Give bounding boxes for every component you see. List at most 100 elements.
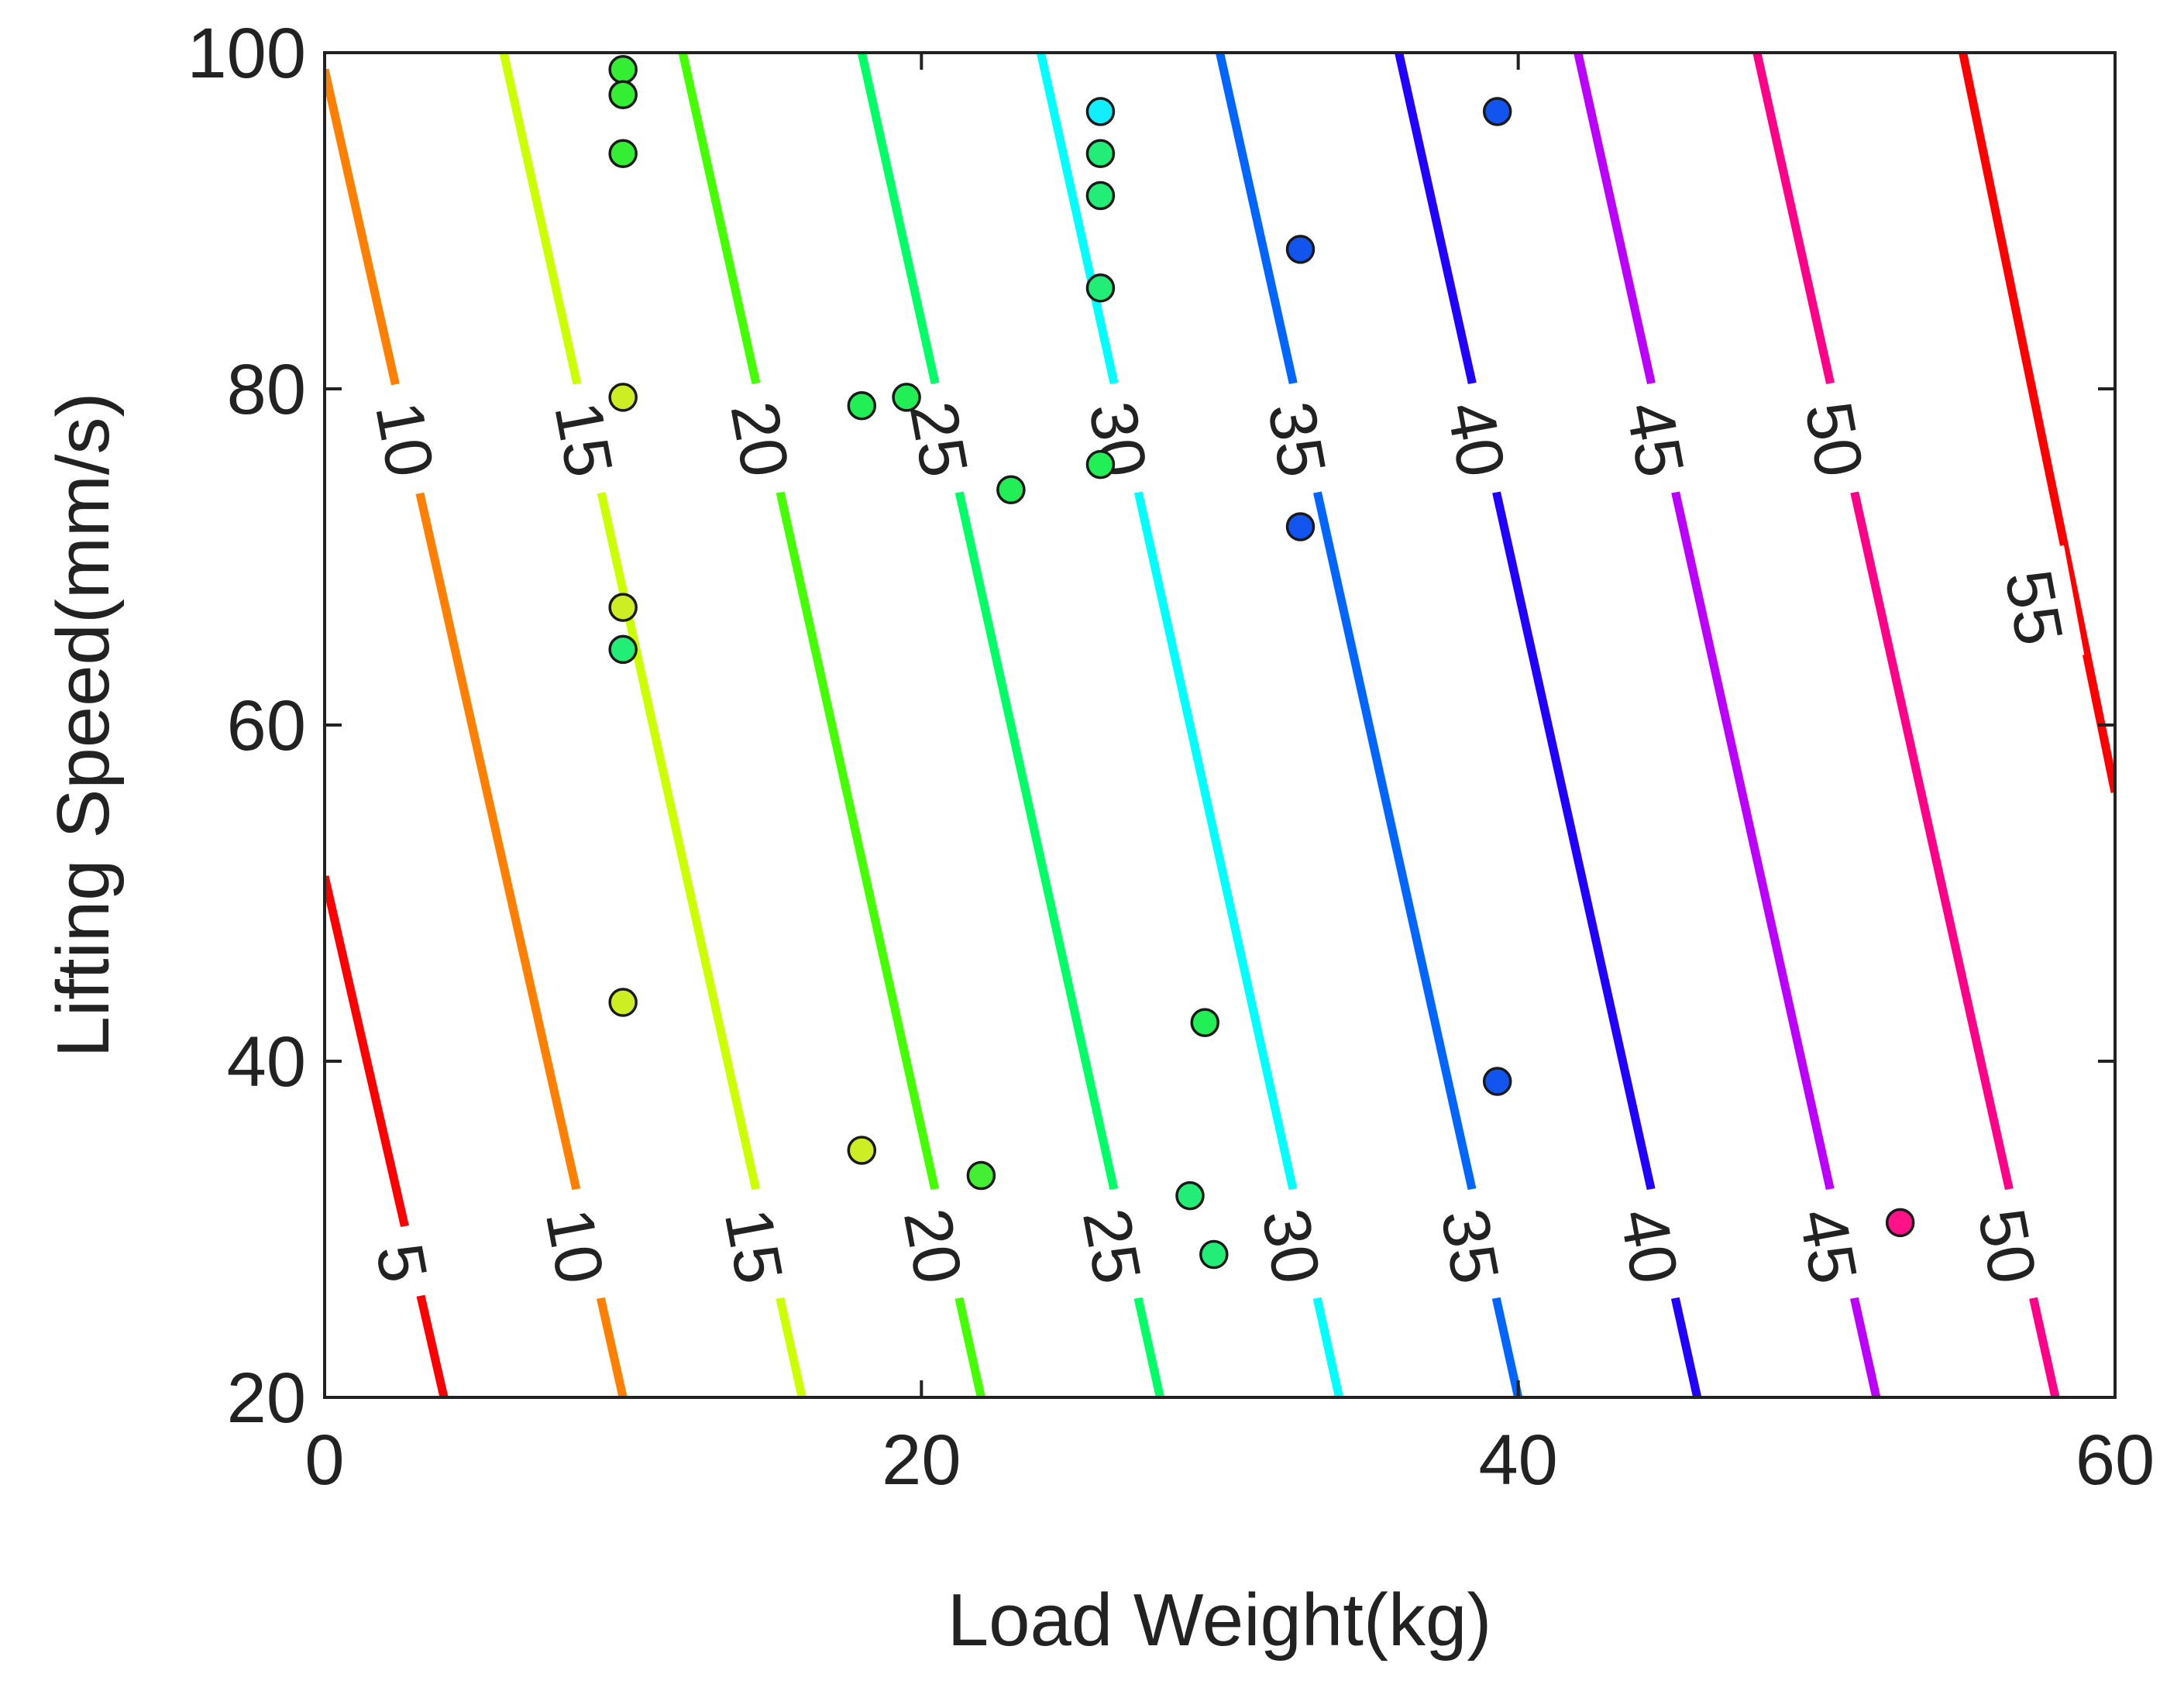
contour-line-55: [1959, 53, 2115, 793]
contour-label-gap: [1062, 1184, 1163, 1308]
contour-label-group-18: 45: [1778, 1184, 1879, 1308]
data-point: [892, 383, 921, 412]
contour-label-group-13: 20: [883, 1184, 983, 1308]
data-point: [608, 634, 638, 665]
data-point: [1190, 1008, 1219, 1037]
data-point: [1085, 180, 1116, 211]
contour-label-group-1: 15: [534, 376, 635, 502]
data-point: [608, 383, 638, 412]
contour-label-group-7: 45: [1605, 376, 1706, 502]
contour-label-group-2: 20: [710, 376, 810, 502]
contour-label: 45: [1784, 1203, 1871, 1290]
x-tick-label: 20: [882, 1421, 961, 1500]
contour-label-group-5: 35: [1247, 376, 1347, 502]
data-point: [1199, 1239, 1229, 1270]
contour-label: 15: [710, 1203, 797, 1290]
data-point: [1285, 512, 1316, 541]
contour-label-gap: [1599, 1184, 1700, 1308]
contour-label: 20: [716, 397, 803, 483]
y-tick-label: 100: [187, 14, 307, 93]
contour-label: 50: [1790, 397, 1877, 483]
contour-label: 10: [531, 1203, 618, 1290]
data-point: [996, 475, 1026, 504]
data-point: [608, 593, 638, 622]
data-point: [1885, 1208, 1915, 1238]
data-point: [608, 80, 638, 109]
contour-line-20: [678, 53, 985, 1397]
contour-label: 40: [1605, 1203, 1692, 1290]
contour-label: 55: [1990, 565, 2077, 651]
contour-line-10: [325, 68, 628, 1397]
contour-label-group-15: 30: [1241, 1184, 1342, 1308]
contour-label-gap: [356, 1220, 449, 1306]
contour-label-group-9: 55: [1984, 545, 2085, 670]
x-tick-label: 60: [2076, 1421, 2155, 1500]
contour-line-35: [1216, 53, 1523, 1397]
data-point: [608, 54, 638, 84]
contour-line-50: [1752, 53, 2060, 1397]
contour-label: 10: [361, 397, 448, 483]
contour-label-group-19: 50: [1958, 1184, 2058, 1308]
data-point: [1085, 449, 1116, 479]
contour-label-gap: [355, 376, 456, 502]
contour-label-gap: [1241, 1184, 1342, 1308]
contour-line-15: [499, 53, 807, 1397]
contour-lines-group: [325, 53, 2115, 1397]
x-axis-label: Load Weight(kg): [948, 1579, 1492, 1662]
data-point: [1175, 1181, 1205, 1211]
contour-label-gap: [1420, 1184, 1521, 1308]
data-point: [966, 1160, 996, 1191]
contour-label: 30: [1247, 1203, 1334, 1290]
contour-line-40: [1395, 53, 1702, 1397]
contour-label: 50: [1963, 1203, 2050, 1290]
contour-label-gap: [883, 1184, 983, 1308]
contour-label: 25: [1068, 1203, 1155, 1290]
data-point: [1285, 235, 1316, 264]
data-point: [1482, 1067, 1512, 1096]
y-axis-label: Lifting Speed(mm/s): [42, 393, 125, 1058]
y-tick-label: 80: [227, 350, 306, 429]
contour-label-gap: [1778, 1184, 1879, 1308]
x-tick-label: 0: [304, 1421, 344, 1500]
contour-label-group-16: 35: [1420, 1184, 1521, 1308]
contour-label-group-17: 40: [1599, 1184, 1700, 1308]
contour-label-gap: [1958, 1184, 2058, 1308]
data-point: [608, 139, 638, 168]
data-points-group: [608, 54, 1915, 1270]
contour-label-gap: [1247, 376, 1347, 502]
contour-label-gap: [1605, 376, 1706, 502]
y-tick-label: 60: [227, 686, 306, 765]
data-point: [608, 988, 638, 1017]
contour-label-group-12: 15: [704, 1184, 804, 1308]
contour-label: 35: [1426, 1203, 1513, 1290]
contour-label-gap: [704, 1184, 804, 1308]
x-tick-label: 40: [1478, 1421, 1557, 1500]
data-point: [1482, 97, 1512, 126]
contour-label-group-6: 40: [1426, 376, 1526, 502]
contour-label-group-0: 10: [355, 376, 456, 502]
data-point: [847, 1136, 877, 1165]
contour-label-gap: [1784, 376, 1885, 502]
data-point: [1085, 273, 1116, 303]
y-tick-label: 20: [227, 1359, 306, 1438]
contour-line-5: [325, 875, 449, 1397]
y-tick-label: 40: [227, 1022, 306, 1101]
contour-label: 15: [540, 397, 627, 483]
contour-label-gap: [534, 376, 635, 502]
contour-label: 40: [1432, 397, 1519, 483]
contour-label-group-10: 5: [356, 1220, 449, 1306]
contour-label-gap: [525, 1184, 625, 1308]
contour-label-gap: [710, 376, 810, 502]
contour-label: 20: [889, 1203, 976, 1290]
contour-line-45: [1574, 53, 1881, 1397]
contour-label: 45: [1611, 397, 1698, 483]
contour-line-30: [1037, 53, 1343, 1397]
data-point: [1085, 139, 1116, 168]
contour-label-gap: [1984, 545, 2085, 670]
data-point: [1085, 97, 1116, 126]
data-point: [847, 390, 877, 421]
contour-label-gap: [1426, 376, 1526, 502]
